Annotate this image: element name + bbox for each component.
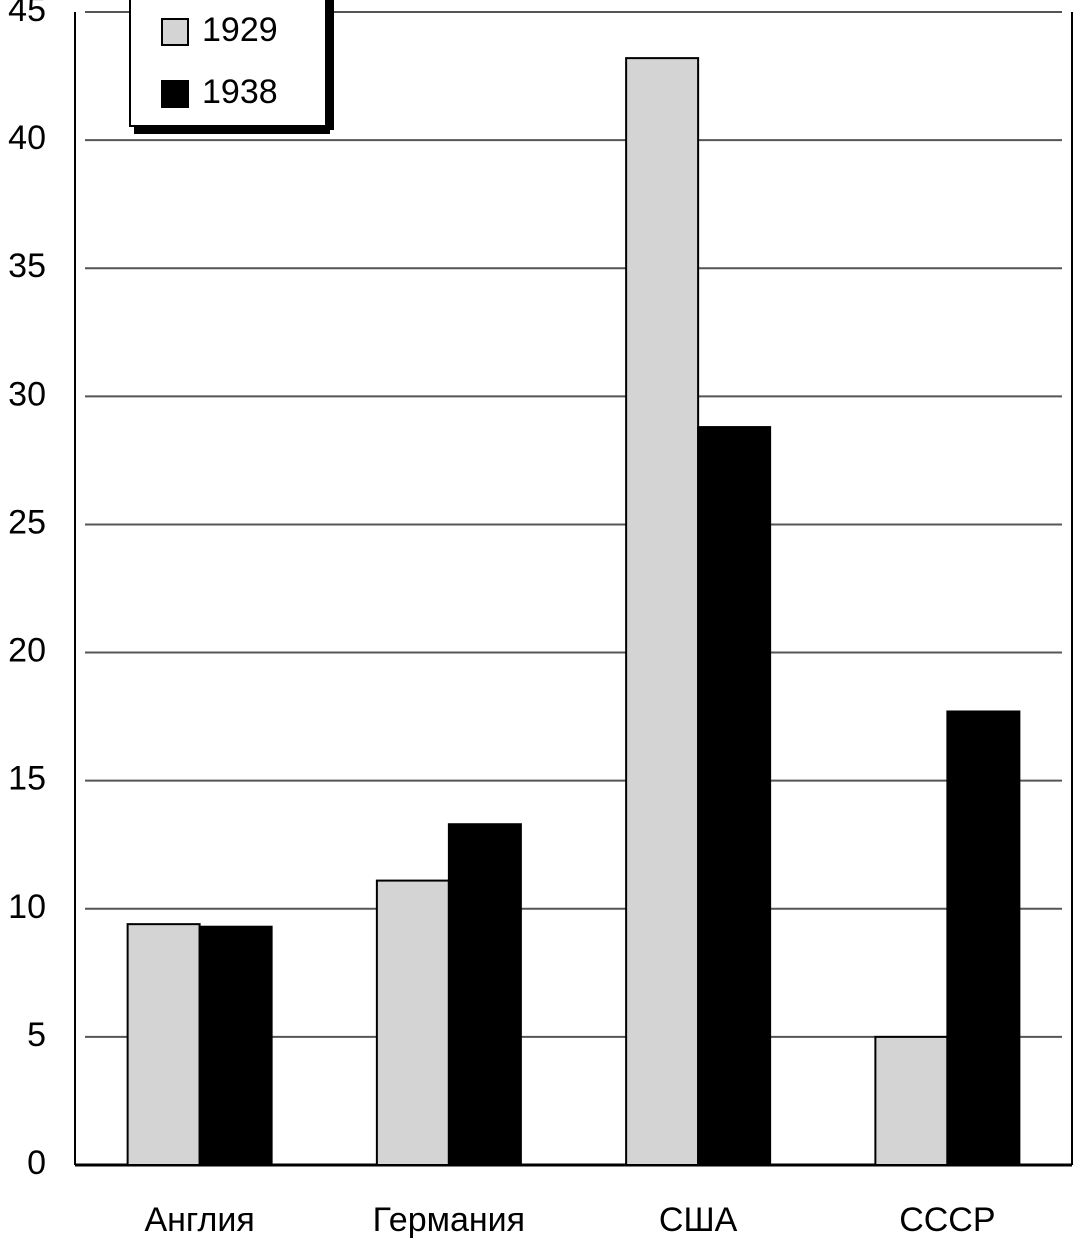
y-tick-label: 25 <box>8 503 46 541</box>
x-tick-label: Англия <box>144 1201 254 1239</box>
y-tick-label: 35 <box>8 247 46 285</box>
x-tick-label: Германия <box>373 1201 525 1239</box>
bar <box>447 823 522 1166</box>
bar <box>126 923 201 1167</box>
legend-label: 1929 <box>202 11 278 49</box>
legend-label: 1938 <box>202 73 278 111</box>
y-tick-label: 45 <box>8 0 46 29</box>
bar <box>946 710 1021 1167</box>
y-tick-label: 20 <box>8 632 46 670</box>
bar <box>874 1035 949 1167</box>
x-tick-label: СССР <box>899 1201 995 1239</box>
legend-swatch <box>161 18 189 46</box>
bar <box>375 879 450 1166</box>
y-tick-label: 0 <box>27 1144 46 1182</box>
y-tick-label: 10 <box>8 888 46 926</box>
legend-swatch <box>161 80 189 108</box>
bar <box>625 57 700 1167</box>
y-tick-label: 40 <box>8 119 46 157</box>
bar <box>198 925 273 1166</box>
y-tick-label: 15 <box>8 760 46 798</box>
y-tick-label: 5 <box>27 1016 46 1054</box>
x-tick-label: США <box>659 1201 738 1239</box>
y-tick-label: 30 <box>8 375 46 413</box>
bar <box>697 426 772 1166</box>
